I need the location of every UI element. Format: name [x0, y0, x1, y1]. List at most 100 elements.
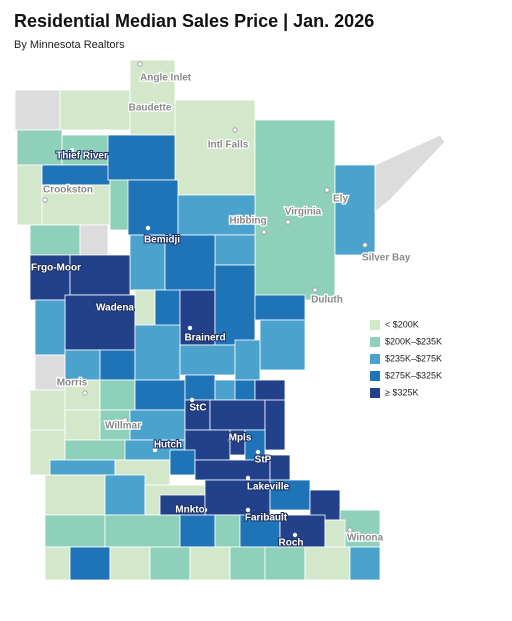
legend-swatch: [370, 388, 380, 398]
city-dot: [285, 219, 291, 225]
county: [164, 234, 216, 296]
city-label: Bemidji: [144, 235, 180, 246]
city-dot: [122, 417, 128, 423]
county: [69, 546, 111, 581]
city-label: Faribault: [245, 513, 288, 524]
city-dot: [245, 507, 251, 513]
county: [339, 509, 381, 548]
city-label: Frgo-Moor: [31, 263, 81, 274]
county: [209, 399, 266, 431]
city-dot: [232, 127, 238, 133]
county: [349, 546, 381, 581]
county: [174, 99, 256, 196]
city-dot: [187, 325, 193, 331]
county: [179, 514, 216, 548]
city-label: Hutch: [154, 440, 182, 451]
city-dot: [362, 242, 368, 248]
city-dot: [202, 507, 208, 513]
county: [29, 224, 81, 256]
county: [229, 546, 266, 581]
county: [234, 339, 261, 381]
county: [44, 474, 106, 516]
county: [14, 89, 61, 131]
city-dot: [162, 105, 168, 111]
county: [149, 546, 191, 581]
city-label: Lakeville: [247, 482, 290, 493]
county: [64, 379, 101, 411]
county: [214, 514, 241, 548]
county: [99, 349, 136, 381]
county: [214, 264, 256, 346]
county: [99, 379, 136, 411]
city-label: Crookston: [43, 185, 93, 196]
city-label: Morris: [57, 378, 88, 389]
county: [254, 119, 336, 301]
city-dot: [227, 437, 233, 443]
city-dot: [324, 187, 330, 193]
county: [39, 164, 111, 186]
legend-label: ≥ $325K: [385, 387, 418, 397]
city-dot: [30, 265, 36, 271]
county: [64, 294, 136, 351]
counties: [14, 59, 381, 581]
city-label: Willmar: [105, 421, 141, 432]
county: [264, 546, 306, 581]
legend-swatch: [370, 371, 380, 381]
county: [64, 349, 101, 381]
county: [104, 474, 146, 516]
county: [269, 454, 291, 481]
city-dot: [292, 532, 298, 538]
city-label: StP: [255, 455, 272, 466]
county: [104, 514, 181, 548]
city-dot: [189, 397, 195, 403]
city-label: Thief River: [56, 151, 108, 162]
legend-swatch: [370, 320, 380, 330]
city-label: Brainerd: [184, 333, 225, 344]
city-dot: [312, 287, 318, 293]
city-label: Mnkto: [175, 505, 204, 516]
county: [254, 294, 306, 321]
county: [179, 344, 236, 376]
county: [134, 379, 186, 411]
county: [34, 299, 66, 356]
legend-label: < $200K: [385, 319, 419, 329]
legend-label: $275K–$325K: [385, 370, 442, 380]
city-dot: [261, 229, 267, 235]
cities: Angle Inlet Baudette Intl Falls Thief River…: [30, 61, 412, 550]
county: [59, 89, 131, 131]
county: [169, 449, 196, 476]
city-dot: [82, 390, 88, 396]
title: Residential Median Sales Price | Jan. 20…: [14, 11, 374, 31]
county: [109, 179, 131, 231]
county: [334, 164, 376, 256]
county: [44, 546, 71, 581]
city-label: Wadena: [96, 303, 134, 314]
legend-label: $235K–$275K: [385, 353, 442, 363]
county: [184, 399, 211, 431]
city-label: Duluth: [311, 295, 343, 306]
city-dot: [112, 303, 118, 309]
county: [127, 179, 179, 236]
county: [29, 389, 66, 431]
city-dot: [152, 447, 158, 453]
county: [264, 399, 286, 451]
county: [154, 289, 181, 331]
county: [16, 129, 63, 166]
county: [259, 319, 306, 371]
city-dot: [137, 61, 143, 67]
city-label: Baudette: [129, 103, 172, 114]
county: [109, 546, 151, 581]
county: [49, 459, 116, 476]
city-label: Silver Bay: [362, 253, 411, 264]
county: [239, 514, 281, 548]
county: [234, 379, 256, 401]
city-dot: [145, 225, 151, 231]
city-label: StC: [189, 403, 206, 414]
county: [189, 546, 231, 581]
city-dot: [255, 449, 261, 455]
city-label: Winona: [347, 533, 383, 544]
legend-swatch: [370, 337, 380, 347]
county: [134, 324, 181, 381]
legend-label: $200K–$235K: [385, 336, 442, 346]
